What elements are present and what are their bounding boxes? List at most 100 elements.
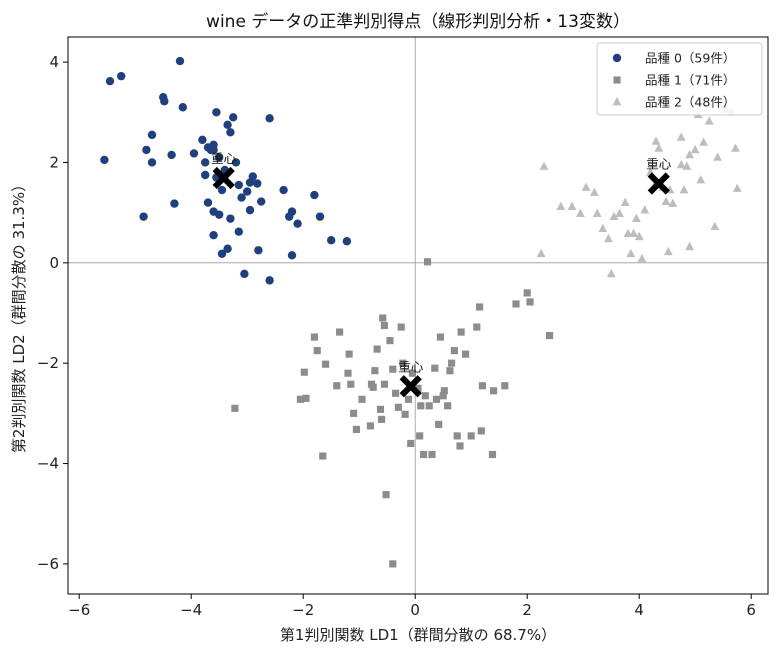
data-point xyxy=(699,137,708,146)
data-point xyxy=(467,432,475,440)
data-point xyxy=(237,193,246,202)
data-point xyxy=(105,76,115,86)
data-point xyxy=(598,223,608,233)
data-point xyxy=(661,196,671,205)
data-point xyxy=(408,369,416,377)
reference-lines xyxy=(68,37,768,594)
data-point xyxy=(389,560,397,568)
data-point xyxy=(142,145,151,155)
centroid-marker xyxy=(399,375,422,398)
data-point xyxy=(382,491,390,499)
data-point xyxy=(604,233,613,243)
data-point xyxy=(634,231,644,241)
data-point xyxy=(397,323,405,331)
data-point xyxy=(615,208,624,217)
data-point xyxy=(231,158,241,167)
data-point xyxy=(352,425,360,433)
data-point xyxy=(420,450,428,459)
data-point xyxy=(170,199,179,208)
data-point xyxy=(245,205,255,215)
data-point xyxy=(417,402,425,410)
data-point xyxy=(623,228,633,238)
data-point xyxy=(201,158,210,167)
data-point xyxy=(215,153,224,162)
data-point xyxy=(212,108,221,117)
data-point xyxy=(333,382,341,390)
data-point xyxy=(117,71,126,81)
data-point xyxy=(147,130,157,140)
data-point xyxy=(178,103,187,112)
data-point xyxy=(440,387,448,395)
data-point xyxy=(423,258,432,266)
data-point xyxy=(539,161,549,170)
data-point xyxy=(287,207,297,216)
series-layer xyxy=(100,56,742,568)
data-point xyxy=(215,210,224,219)
data-point xyxy=(371,367,379,375)
data-point xyxy=(265,276,274,285)
data-point xyxy=(198,135,207,145)
data-point xyxy=(175,56,185,66)
data-point xyxy=(620,197,630,206)
y-tick-label: −6 xyxy=(37,555,59,573)
data-point xyxy=(386,337,394,345)
data-point xyxy=(223,244,232,253)
data-point xyxy=(640,205,650,214)
legend-entry-0: 品種 0（59件） xyxy=(612,51,735,66)
data-point xyxy=(399,359,407,367)
data-point xyxy=(226,128,235,137)
data-point xyxy=(310,190,319,200)
data-point xyxy=(319,452,327,460)
centroid-1: 重心 xyxy=(398,359,424,398)
y-tick-label: −2 xyxy=(37,354,59,372)
data-point xyxy=(287,251,297,260)
data-point xyxy=(392,389,400,397)
data-point xyxy=(526,298,534,306)
data-point xyxy=(407,439,415,448)
data-point xyxy=(629,228,638,238)
data-point xyxy=(488,450,497,459)
data-point xyxy=(373,345,381,353)
data-point xyxy=(637,253,647,263)
data-point xyxy=(425,402,433,410)
data-point xyxy=(696,175,706,184)
data-point xyxy=(414,384,422,392)
x-tick-label: 6 xyxy=(746,601,756,619)
data-point xyxy=(147,158,157,167)
data-point xyxy=(477,427,485,435)
data-point xyxy=(490,387,498,395)
data-point xyxy=(217,185,227,195)
data-point xyxy=(223,120,232,130)
data-point xyxy=(663,246,673,256)
data-point xyxy=(300,368,308,376)
series-0 xyxy=(100,56,352,285)
x-axis-label: 第1判別関数 LD1（群間分散の 68.7%） xyxy=(280,626,556,644)
data-point xyxy=(293,219,302,228)
data-point xyxy=(676,160,686,169)
data-point xyxy=(379,314,387,322)
centroid-marker xyxy=(647,172,670,195)
data-point xyxy=(217,249,227,258)
plot-frame xyxy=(67,36,769,595)
data-point xyxy=(476,303,484,311)
data-point xyxy=(366,422,374,430)
data-point xyxy=(421,392,429,400)
data-point xyxy=(626,248,636,258)
data-point xyxy=(350,409,358,417)
y-axis: −6 −4 −2 0 2 4 xyxy=(37,53,68,573)
data-point xyxy=(581,182,591,191)
data-point xyxy=(234,180,243,190)
data-point xyxy=(462,350,470,358)
data-point xyxy=(436,333,444,341)
data-point xyxy=(231,404,239,412)
data-point xyxy=(327,236,336,245)
data-point xyxy=(315,212,325,221)
x-tick-label: −4 xyxy=(180,601,202,619)
legend-label: 品種 2（48件） xyxy=(645,95,735,110)
data-point xyxy=(685,149,694,159)
data-point xyxy=(100,155,109,165)
legend-marker xyxy=(613,76,621,84)
data-point xyxy=(713,152,722,161)
data-point xyxy=(254,246,263,255)
